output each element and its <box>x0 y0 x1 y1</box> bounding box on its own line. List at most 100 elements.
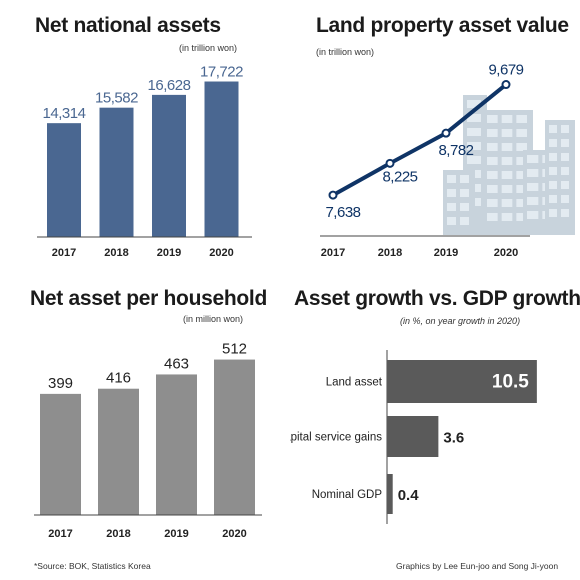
x-tick-2020: 2020 <box>209 247 233 259</box>
building-window <box>527 183 539 191</box>
point-2019 <box>441 128 451 138</box>
building-window <box>487 157 498 165</box>
value-label-2: 0.4 <box>398 487 420 504</box>
source-note: *Source: BOK, Statistics Korea <box>34 561 151 571</box>
building-window <box>501 157 513 165</box>
bar-0 <box>387 360 537 403</box>
series-line <box>332 82 508 197</box>
net-asset-household-chart: 399 2017 416 2018 463 2019 512 2020 <box>34 341 262 540</box>
building-window <box>516 185 527 193</box>
building-window <box>501 143 513 151</box>
value-label-2020: 512 <box>222 341 247 358</box>
net-national-assets-unit: (in trillion won) <box>179 43 238 53</box>
building-window <box>501 199 513 207</box>
bar-2 <box>387 474 393 514</box>
building-window <box>460 189 469 197</box>
building-window <box>516 171 527 179</box>
building <box>545 120 575 235</box>
point-2018 <box>385 158 395 168</box>
building-window <box>447 189 456 197</box>
building-window <box>487 143 498 151</box>
asset-growth-title: Asset growth vs. GDP growth <box>294 287 580 310</box>
building-window <box>487 171 498 179</box>
x-tick-2019: 2019 <box>164 528 188 540</box>
building-window <box>516 213 527 221</box>
building-window <box>447 217 456 225</box>
value-label-2019: 8,782 <box>438 142 473 159</box>
x-tick-2018: 2018 <box>378 247 402 259</box>
building-window <box>487 199 498 207</box>
x-tick-2017: 2017 <box>48 528 72 540</box>
value-label-2019: 463 <box>164 355 189 372</box>
bar-2018 <box>98 388 139 515</box>
x-tick-2017: 2017 <box>52 247 76 259</box>
building-window <box>516 115 527 123</box>
building-window <box>501 171 513 179</box>
x-tick-2018: 2018 <box>104 247 128 259</box>
building-window <box>501 115 513 123</box>
building-window <box>527 197 539 205</box>
building-window <box>467 100 481 108</box>
bar-2019 <box>152 94 186 237</box>
building-window <box>549 153 557 161</box>
building-window <box>527 169 539 177</box>
bar-2020 <box>204 81 239 238</box>
building-window <box>527 155 539 163</box>
asset-growth-unit: (in %, on year growth in 2020) <box>400 316 521 326</box>
land-property-asset-title: Land property asset value <box>316 14 569 37</box>
building-window <box>561 125 569 133</box>
land-property-asset-chart: 7,638 2017 8,225 2018 8,782 2019 9,679 2020 <box>320 62 575 259</box>
building-window <box>516 143 527 151</box>
x-tick-2019: 2019 <box>157 247 181 259</box>
point-2020 <box>501 80 511 90</box>
value-label-2017: 14,314 <box>43 105 86 122</box>
value-label-2018: 416 <box>106 370 131 387</box>
land-property-asset-unit: (in trillion won) <box>316 47 375 57</box>
net-national-assets-title: Net national assets <box>35 14 221 37</box>
building-window <box>447 175 456 183</box>
building-window <box>561 181 569 189</box>
building-window <box>561 195 569 203</box>
building-window <box>487 185 498 193</box>
value-label-2018: 8,225 <box>382 168 417 185</box>
building-window <box>460 175 469 183</box>
x-tick-2019: 2019 <box>434 247 458 259</box>
building-window <box>549 139 557 147</box>
net-asset-household-unit: (in million won) <box>183 314 244 324</box>
building-window <box>487 129 498 137</box>
building-window <box>561 167 569 175</box>
building-window <box>549 195 557 203</box>
value-label-2019: 16,628 <box>148 77 191 94</box>
building-window <box>487 115 498 123</box>
building-window <box>501 129 513 137</box>
value-label-2017: 7,638 <box>325 204 360 221</box>
graphics-credit: Graphics by Lee Eun-joo and Song Ji-yoon <box>396 561 559 571</box>
bar-2017 <box>47 123 81 237</box>
building-window <box>527 211 539 219</box>
value-label-2018: 15,582 <box>95 90 138 107</box>
building-window <box>460 217 469 225</box>
category-label-1: Capital service gains <box>290 432 382 444</box>
building-window <box>516 157 527 165</box>
category-label-2: Nominal GDP <box>312 489 383 501</box>
x-tick-2018: 2018 <box>106 528 130 540</box>
bar-1 <box>387 416 439 457</box>
bar-2017 <box>40 393 81 515</box>
category-label-0: Land asset <box>326 377 383 389</box>
building-window <box>467 156 481 164</box>
x-tick-2020: 2020 <box>494 247 518 259</box>
value-label-0: 10.5 <box>492 372 529 393</box>
net-national-assets-chart: 14,314 2017 15,582 2018 16,628 2019 17,722 2020 <box>37 64 252 259</box>
building-window <box>447 203 456 211</box>
value-label-2020: 17,722 <box>200 64 243 81</box>
building-window <box>561 209 569 217</box>
building-window <box>549 125 557 133</box>
x-tick-2017: 2017 <box>321 247 345 259</box>
point-2017 <box>328 190 338 200</box>
x-tick-2020: 2020 <box>222 528 246 540</box>
building-window <box>549 167 557 175</box>
building-window <box>549 181 557 189</box>
value-label-1: 3.6 <box>443 430 464 447</box>
building-window <box>501 213 513 221</box>
building-window <box>467 128 481 136</box>
